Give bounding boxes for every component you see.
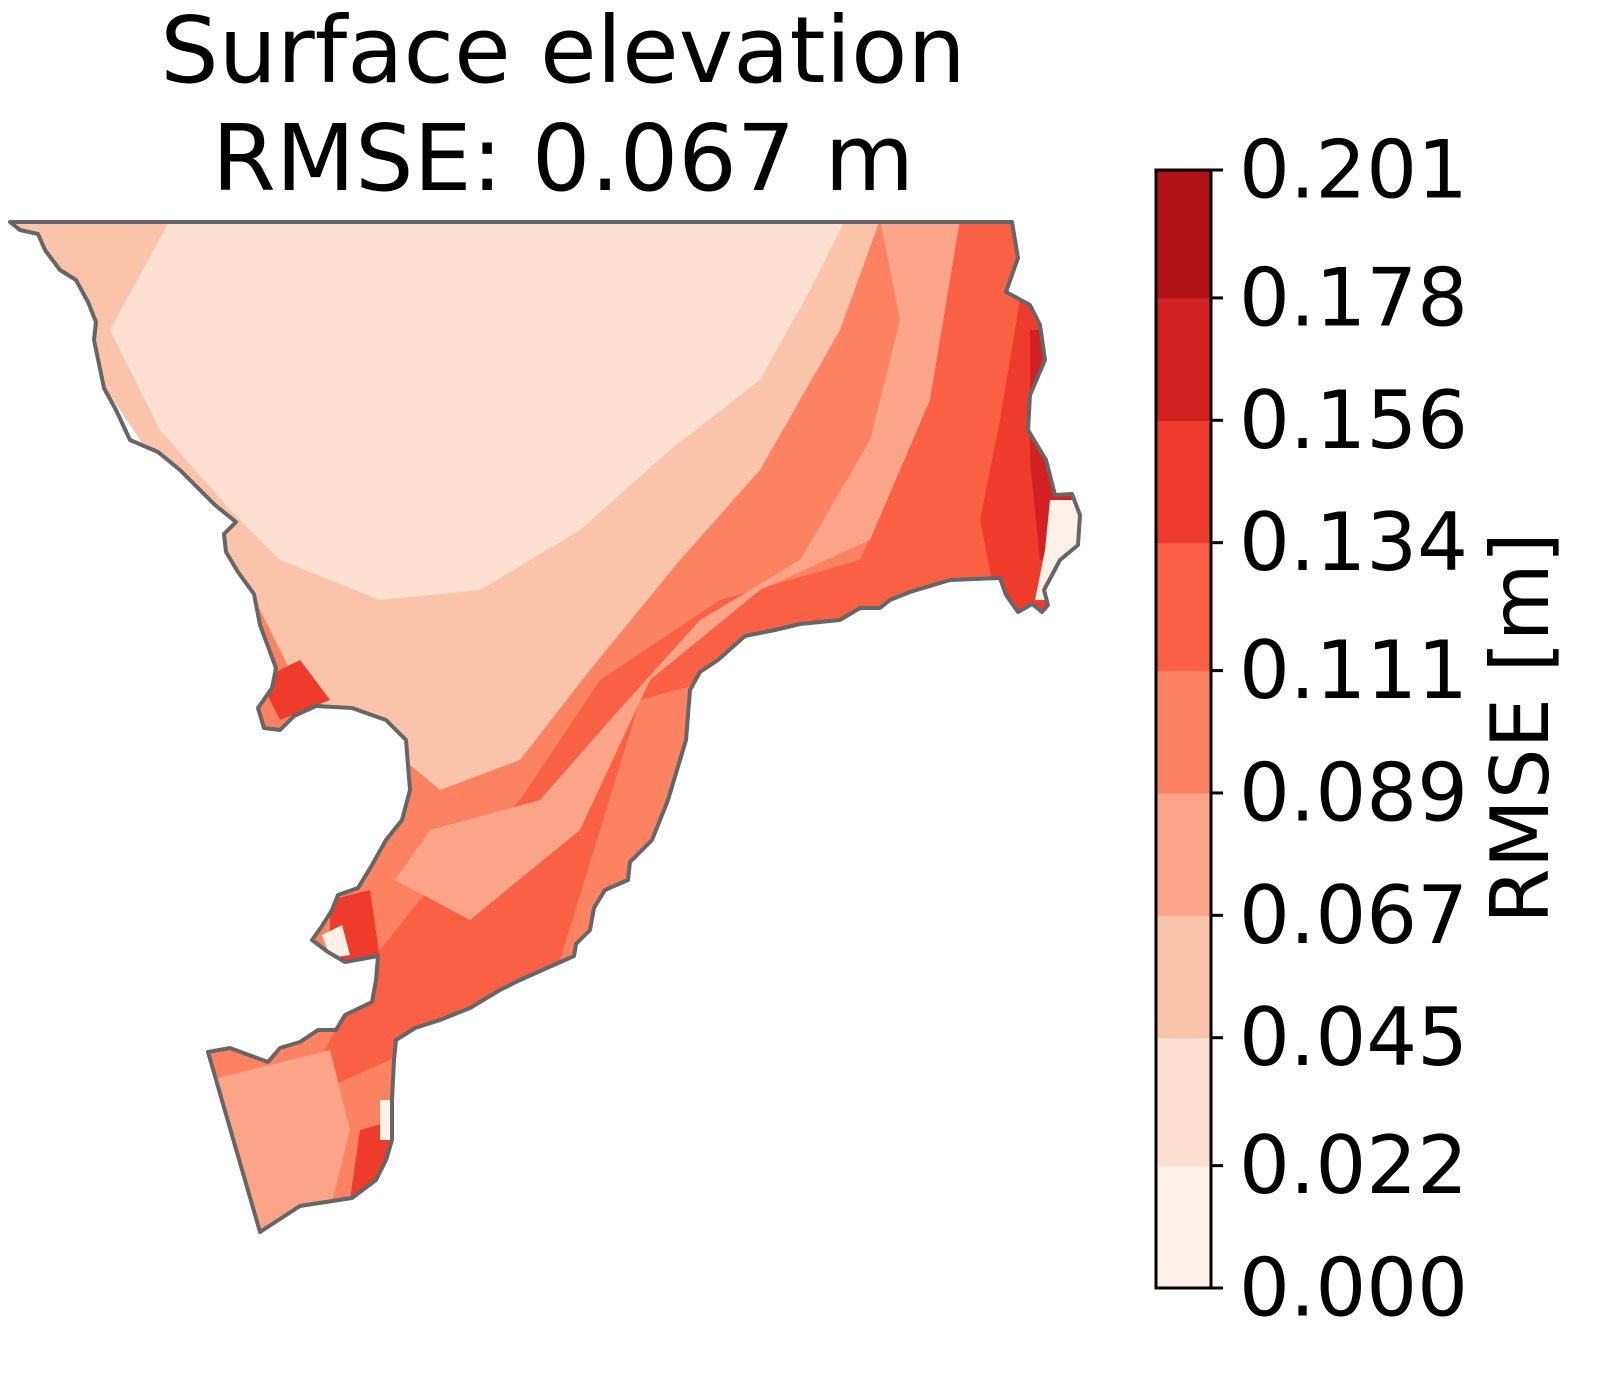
contour-band-level-0 bbox=[1035, 500, 1080, 600]
colorbar-segment bbox=[1156, 915, 1211, 1039]
contour-fills bbox=[10, 222, 1080, 1232]
colorbar-tick-label: 0.045 bbox=[1239, 991, 1468, 1084]
contour-band-level-1 bbox=[110, 222, 845, 600]
colorbar-segment bbox=[1156, 297, 1211, 421]
colorbar-segment bbox=[1156, 542, 1211, 672]
colorbar-segment bbox=[1156, 1165, 1211, 1289]
colorbar-segment bbox=[1156, 792, 1211, 916]
contour-band-level-3b bbox=[210, 1050, 350, 1232]
coastline-outline bbox=[8, 220, 1082, 1234]
contour-band-level-6b bbox=[260, 660, 330, 720]
colorbar-tick-label: 0.178 bbox=[1239, 251, 1468, 344]
colorbar-tick-label: 0.089 bbox=[1239, 746, 1468, 839]
colorbar-tick-label: 0.111 bbox=[1239, 624, 1468, 717]
colorbar-tick-label: 0.022 bbox=[1239, 1119, 1468, 1212]
chart-title-line-1: Surface elevation bbox=[160, 0, 966, 104]
colorbar-tick-label: 0.067 bbox=[1239, 869, 1468, 962]
colorbar-segment bbox=[1156, 1037, 1211, 1167]
colorbar-tick-label: 0.134 bbox=[1239, 496, 1468, 589]
contour-band-level-0c bbox=[380, 1100, 392, 1140]
contour-band-level-3 bbox=[395, 222, 960, 920]
colorbar-segment bbox=[1156, 170, 1211, 299]
colorbar-tick-label: 0.156 bbox=[1239, 374, 1468, 467]
colorbar-segment bbox=[1156, 420, 1211, 544]
contour-band-level-0b bbox=[322, 925, 350, 958]
colorbar-frame bbox=[1154, 168, 1213, 1290]
chart-title-line-2: RMSE: 0.067 m bbox=[212, 105, 914, 212]
contour-map bbox=[8, 220, 1082, 1234]
colorbar-tick-label: 0.201 bbox=[1239, 124, 1468, 217]
colorbar-tick-label: 0.000 bbox=[1239, 1242, 1468, 1335]
colorbar-label: RMSE [m] bbox=[1474, 532, 1567, 924]
colorbar: 0.000 0.022 0.045 0.067 0.089 0.111 0.134 0.156… bbox=[1154, 124, 1468, 1335]
colorbar-segment bbox=[1156, 670, 1211, 794]
